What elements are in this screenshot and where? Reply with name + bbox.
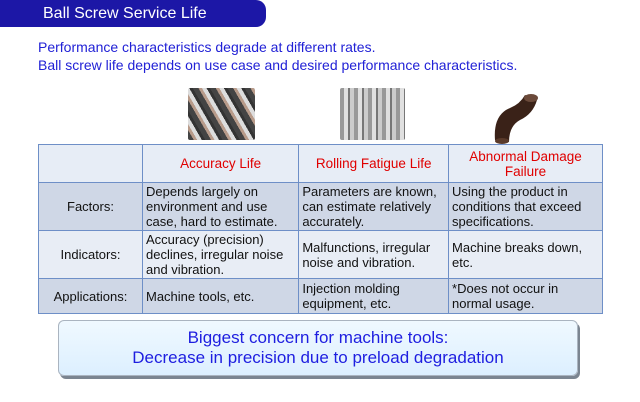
intro-line: Ball screw life depends on use case and …	[38, 57, 518, 73]
table-cell: *Does not occur in normal usage.	[448, 278, 603, 314]
table-cell: Malfunctions, irregular noise and vibrat…	[298, 230, 450, 279]
table-row: Applications: Machine tools, etc. Inject…	[38, 278, 603, 314]
section-title: Ball Screw Service Life	[0, 0, 266, 27]
row-label: Factors:	[38, 182, 143, 231]
table-row: Factors: Depends largely on environment …	[38, 182, 603, 231]
accuracy-life-image	[188, 88, 255, 140]
table-cell: Machine breaks down, etc.	[448, 230, 603, 279]
service-life-table: Accuracy Life Rolling Fatigue Life Abnor…	[38, 144, 603, 314]
header-rolling-fatigue-life: Rolling Fatigue Life	[298, 144, 450, 183]
callout-line: Biggest concern for machine tools:	[187, 328, 449, 347]
header-empty	[38, 144, 143, 183]
callout-line: Decrease in precision due to preload deg…	[132, 348, 504, 367]
table-cell: Parameters are known, can estimate relat…	[298, 182, 450, 231]
abnormal-damage-image	[494, 94, 538, 144]
rolling-fatigue-image	[340, 88, 405, 140]
intro-text: Performance characteristics degrade at d…	[38, 38, 517, 74]
row-label: Indicators:	[38, 230, 143, 279]
intro-line: Performance characteristics degrade at d…	[38, 39, 376, 55]
table-cell: Depends largely on environment and use c…	[141, 182, 300, 231]
table-row: Indicators: Accuracy (precision) decline…	[38, 230, 603, 279]
table-cell: Machine tools, etc.	[141, 278, 300, 314]
callout-box: Biggest concern for machine tools: Decre…	[58, 320, 578, 376]
row-label: Applications:	[38, 278, 143, 314]
header-accuracy-life: Accuracy Life	[141, 144, 300, 183]
table-cell: Injection molding equipment, etc.	[298, 278, 450, 314]
table-cell: Accuracy (precision) declines, irregular…	[141, 230, 300, 279]
table-cell: Using the product in conditions that exc…	[448, 182, 603, 231]
header-abnormal-damage-failure: Abnormal Damage Failure	[448, 144, 603, 183]
